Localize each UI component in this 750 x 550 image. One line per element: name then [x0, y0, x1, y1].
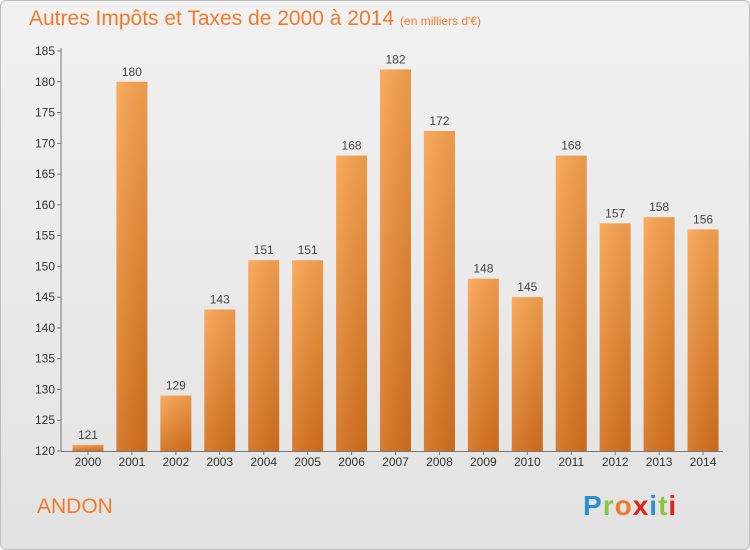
x-tick-label-2006: 2006	[338, 455, 365, 469]
y-tick-label-140: 140	[35, 321, 55, 335]
chart-title-text: Autres Impôts et Taxes de 2000 à 2014	[29, 7, 395, 30]
bar-shade-2014	[687, 229, 719, 451]
bar-shade-2006	[336, 155, 368, 451]
bar-shade-2000	[72, 444, 104, 451]
y-tick-label-165: 165	[35, 167, 55, 181]
logo-letter: i	[649, 490, 659, 521]
logo-letter: t	[658, 490, 669, 521]
x-tick-label-2011: 2011	[558, 455, 584, 469]
data-label-2014: 156	[693, 212, 713, 226]
y-tick-label-160: 160	[35, 198, 55, 212]
bars-group: 121 180 129 143 151 151 168 182 172 148 145 168 157 1…	[72, 52, 719, 452]
data-label-2004: 151	[254, 243, 274, 257]
data-label-2010: 145	[517, 280, 537, 294]
y-tick-label-180: 180	[35, 75, 55, 89]
x-tick-label-2001: 2001	[119, 455, 146, 469]
logo-letter: x	[632, 490, 650, 521]
y-tick-label-170: 170	[35, 136, 55, 150]
bar-shade-2004	[248, 260, 280, 451]
x-tick-label-2002: 2002	[162, 455, 189, 469]
x-tick-label-2013: 2013	[646, 455, 673, 469]
y-tick-label-120: 120	[35, 444, 55, 458]
x-tick-label-2010: 2010	[514, 455, 541, 469]
y-tick-label-125: 125	[35, 413, 55, 427]
axes-group: 2000 2001 2002 2003 2004 2005 2006 2007 2008 2009…	[35, 44, 723, 469]
y-tick-label-175: 175	[35, 106, 55, 120]
y-tick-label-135: 135	[35, 352, 55, 366]
y-tick-label-185: 185	[35, 44, 55, 58]
bar-shade-2001	[116, 81, 148, 452]
x-tick-label-2008: 2008	[426, 455, 453, 469]
logo-letter: o	[614, 490, 633, 521]
data-label-2007: 182	[385, 52, 405, 66]
bar-shade-2012	[599, 223, 631, 451]
chart-title: Autres Impôts et Taxes de 2000 à 2014 (en…	[29, 7, 481, 31]
bar-shade-2013	[643, 217, 675, 451]
bar-shade-2007	[380, 69, 411, 451]
bar-shade-2005	[292, 260, 324, 451]
x-tick-label-2007: 2007	[382, 455, 409, 469]
data-label-2012: 157	[605, 206, 625, 220]
y-tick-label-130: 130	[35, 382, 55, 396]
y-tick-label-155: 155	[35, 229, 55, 243]
data-label-2003: 143	[210, 292, 230, 306]
x-tick-label-2004: 2004	[250, 455, 277, 469]
logo-letter: r	[602, 490, 615, 521]
data-label-2008: 172	[429, 114, 449, 128]
data-label-2009: 148	[473, 262, 493, 276]
logo-letter: P	[583, 490, 603, 521]
bar-shade-2008	[423, 131, 455, 451]
x-tick-label-2009: 2009	[470, 455, 497, 469]
x-tick-label-2000: 2000	[75, 455, 102, 469]
bar-shade-2003	[204, 309, 236, 451]
data-label-2013: 158	[649, 200, 669, 214]
bar-shade-2010	[511, 297, 543, 451]
data-label-2006: 168	[342, 139, 362, 153]
place-name: ANDON	[37, 495, 113, 518]
bar-shade-2011	[555, 155, 587, 451]
data-label-2001: 180	[122, 65, 142, 79]
x-tick-label-2012: 2012	[602, 455, 629, 469]
logo-letter: i	[668, 490, 678, 521]
y-tick-label-145: 145	[35, 290, 55, 304]
proxiti-logo[interactable]: Proxiti	[583, 490, 677, 522]
data-label-2002: 129	[166, 379, 186, 393]
data-label-2000: 121	[78, 428, 98, 442]
data-label-2005: 151	[298, 243, 318, 257]
x-tick-label-2014: 2014	[690, 455, 717, 469]
x-tick-label-2003: 2003	[206, 455, 233, 469]
bar-shade-2009	[467, 278, 499, 451]
chart-subtitle: (en milliers d'€)	[400, 14, 482, 28]
y-tick-label-150: 150	[35, 259, 55, 273]
x-tick-label-2005: 2005	[294, 455, 321, 469]
bar-shade-2002	[160, 395, 192, 451]
data-label-2011: 168	[561, 139, 581, 153]
